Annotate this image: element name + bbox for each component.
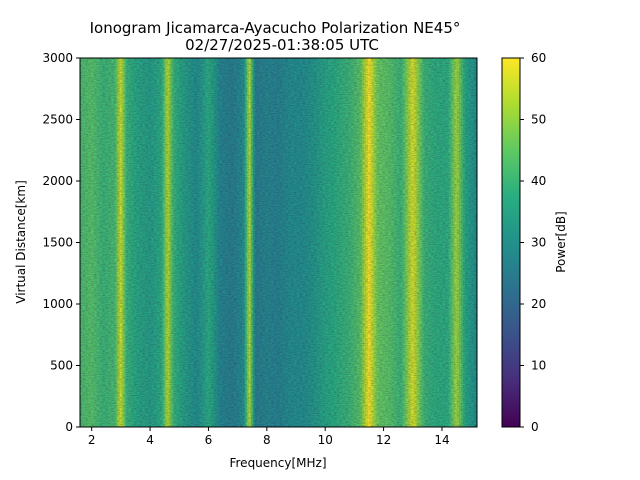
x-axis: 2 4 6 8 10 12 14 (88, 427, 450, 447)
x-tick-label: 14 (434, 433, 449, 447)
y-tick-label: 3000 (42, 51, 73, 65)
colorbar-tick-label: 40 (531, 174, 546, 188)
chart-subtitle: 02/27/2025-01:38:05 UTC (185, 36, 379, 54)
colorbar-axis: 0 10 20 30 40 50 60 (520, 51, 546, 434)
y-tick-label: 2500 (42, 113, 73, 127)
colorbar: 0 10 20 30 40 50 60 Power[dB] (501, 51, 568, 434)
colorbar-tick-label: 50 (531, 113, 546, 127)
heatmap-speckle (80, 58, 477, 427)
x-tick-label: 10 (318, 433, 333, 447)
chart-title: Ionogram Jicamarca-Ayacucho Polarization… (90, 19, 461, 37)
x-axis-label: Frequency[MHz] (229, 456, 326, 470)
y-axis: 0 500 1000 1500 2000 2500 3000 (42, 51, 80, 434)
colorbar-tick-label: 60 (531, 51, 546, 65)
y-tick-label: 1500 (42, 236, 73, 250)
colorbar-tick-label: 20 (531, 297, 546, 311)
y-axis-label: Virtual Distance[km] (14, 180, 28, 304)
colorbar-tick-label: 0 (531, 420, 539, 434)
plot-area (79, 57, 478, 428)
y-tick-label: 1000 (42, 297, 73, 311)
x-tick-label: 4 (146, 433, 154, 447)
x-tick-label: 6 (205, 433, 213, 447)
y-tick-label: 2000 (42, 174, 73, 188)
x-tick-label: 12 (376, 433, 391, 447)
x-tick-label: 8 (263, 433, 271, 447)
colorbar-label: Power[dB] (554, 211, 568, 273)
y-tick-label: 500 (50, 359, 73, 373)
colorbar-tick-label: 30 (531, 236, 546, 250)
colorbar-tick-label: 10 (531, 359, 546, 373)
x-tick-label: 2 (88, 433, 96, 447)
colorbar-gradient (501, 57, 521, 428)
y-tick-label: 0 (65, 420, 73, 434)
